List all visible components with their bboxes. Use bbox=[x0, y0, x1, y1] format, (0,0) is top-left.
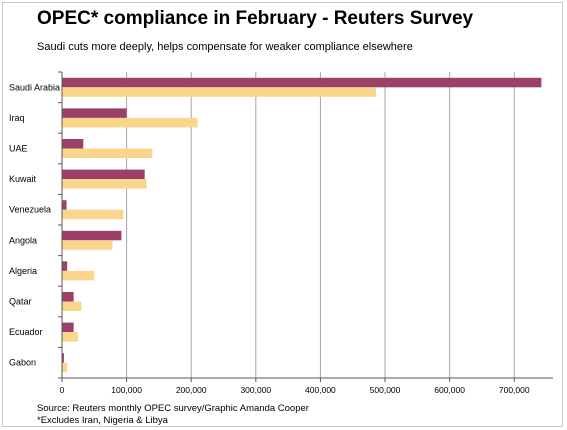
x-tick-label: 200,000 bbox=[176, 385, 207, 395]
bar-series-1-ecuador bbox=[62, 322, 74, 333]
chart-title: OPEC* compliance in February - Reuters S… bbox=[37, 8, 474, 29]
excludes-note: *Excludes Iran, Nigeria & Libya bbox=[37, 415, 168, 426]
category-label: Saudi Arabia bbox=[9, 82, 60, 92]
bar-series-2-qatar bbox=[62, 301, 82, 311]
axes bbox=[58, 71, 553, 382]
chart-subtitle: Saudi cuts more deeply, helps compensate… bbox=[37, 41, 413, 53]
bar-series-2-uae bbox=[62, 148, 153, 158]
x-tick-label: 600,000 bbox=[434, 385, 465, 395]
bar-series-1-gabon bbox=[62, 353, 64, 363]
tick-labels: 0 100,000 200,000 300,000 400,000 500,000 600,… bbox=[60, 385, 530, 395]
category-label: Gabon bbox=[9, 358, 36, 368]
bar-series-2-algeria bbox=[62, 270, 95, 281]
category-label: Algeria bbox=[9, 266, 37, 276]
bar-series-1-algeria bbox=[62, 261, 68, 271]
x-tick-label: 100,000 bbox=[111, 385, 142, 395]
category-label: Qatar bbox=[9, 297, 32, 307]
bar-series-2-kuwait bbox=[62, 179, 147, 189]
bar-series-1-saudi-arabia bbox=[62, 77, 542, 88]
bar-series-2-iraq bbox=[62, 117, 198, 128]
category-label: Angola bbox=[9, 235, 37, 245]
bar-series-2-gabon bbox=[62, 362, 68, 373]
category-label: Kuwait bbox=[9, 174, 37, 184]
bar-series-1-angola bbox=[62, 230, 122, 241]
bar-series-1-uae bbox=[62, 139, 84, 149]
bar-series-2-venezuela bbox=[62, 209, 124, 220]
bar-series-2-saudi-arabia bbox=[62, 87, 376, 97]
bar-series-1-qatar bbox=[62, 292, 74, 302]
bar-series-1-kuwait bbox=[62, 169, 145, 180]
category-label: Ecuador bbox=[9, 327, 43, 337]
category-label: Iraq bbox=[9, 113, 25, 123]
source-note: Source: Reuters monthly OPEC survey/Grap… bbox=[37, 403, 309, 414]
x-tick-label: 500,000 bbox=[370, 385, 401, 395]
bars bbox=[62, 77, 542, 373]
category-label: UAE bbox=[9, 144, 28, 154]
x-tick-label: 0 bbox=[60, 385, 65, 395]
x-tick-label: 400,000 bbox=[305, 385, 336, 395]
gridlines bbox=[126, 72, 515, 378]
chart-frame bbox=[2, 2, 563, 427]
bar-series-1-iraq bbox=[62, 108, 127, 118]
bar-series-2-angola bbox=[62, 240, 113, 250]
bar-series-1-venezuela bbox=[62, 200, 67, 210]
category-label: Venezuela bbox=[9, 205, 51, 215]
x-tick-label: 300,000 bbox=[240, 385, 271, 395]
category-labels: Saudi Arabia Iraq UAE Kuwait Venezuela Angola… bbox=[9, 82, 60, 367]
x-tick-label: 700,000 bbox=[499, 385, 530, 395]
bar-series-2-ecuador bbox=[62, 332, 79, 342]
